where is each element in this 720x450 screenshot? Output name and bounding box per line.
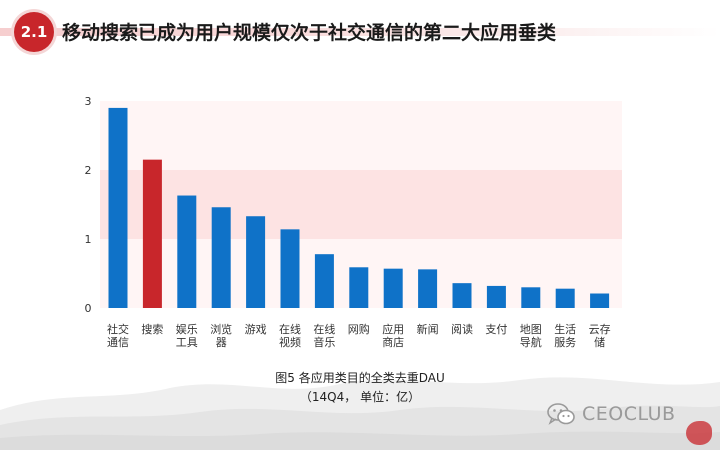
bar (555, 288, 575, 308)
bar (590, 293, 610, 308)
x-tick-label-line: 工具 (176, 336, 198, 349)
x-tick-label: 阅读 (451, 322, 473, 336)
bar (280, 229, 300, 308)
bar (349, 267, 369, 308)
x-tick-label: 搜索 (141, 322, 163, 336)
bar (211, 207, 231, 308)
x-tick-label: 云存储 (589, 322, 611, 349)
bar (383, 268, 403, 308)
x-tick-label: 在线音乐 (313, 322, 335, 349)
header-rule (0, 28, 720, 36)
x-tick-label: 生活服务 (554, 322, 576, 349)
x-tick-label-line: 支付 (485, 323, 507, 336)
bar (521, 287, 541, 308)
x-tick-label-line: 游戏 (245, 323, 267, 336)
x-tick-label-line: 网购 (348, 322, 370, 336)
x-tick-label: 地图导航 (520, 323, 542, 349)
bar (418, 269, 438, 308)
x-tick-label-line: 浏览 (210, 322, 232, 336)
x-tick-label-line: 阅读 (451, 322, 473, 336)
x-tick-label: 支付 (485, 323, 507, 336)
x-tick-label-line: 应用 (382, 322, 404, 336)
x-tick-label: 网购 (348, 322, 370, 336)
bar (314, 254, 334, 308)
x-tick-label-line: 导航 (520, 335, 542, 349)
watermark: CEOCLUB (546, 398, 676, 430)
y-tick-label: 3 (85, 95, 92, 108)
bar (246, 216, 266, 308)
x-tick-label-line: 生活 (554, 322, 576, 336)
y-axis: 0 1 2 3 (85, 95, 92, 315)
x-tick-label: 娱乐工具 (176, 322, 198, 349)
y-tick-label: 2 (85, 164, 92, 177)
figure-unit-caption: （14Q4， 单位：亿） (299, 390, 421, 404)
x-tick-label-line: 云存 (589, 322, 611, 336)
bar (452, 283, 472, 308)
x-tick-label-line: 新闻 (417, 322, 439, 336)
bar (108, 107, 128, 309)
header: 2.1 移动搜索已成为用户规模仅次于社交通信的第二大应用垂类 (0, 0, 720, 66)
section-number-badge: 2.1 (14, 12, 54, 52)
x-tick-label-line: 音乐 (313, 335, 335, 349)
x-tick-label-line: 娱乐 (176, 322, 198, 336)
x-tick-label-line: 在线 (313, 322, 335, 336)
bars (108, 107, 610, 309)
x-tick-label: 社交通信 (107, 322, 129, 349)
chart-band (100, 101, 622, 170)
x-tick-label-line: 器 (216, 336, 227, 349)
y-tick-label: 1 (85, 233, 92, 246)
x-tick-label: 应用商店 (382, 322, 404, 349)
x-tick-label-line: 储 (594, 335, 605, 349)
x-tick-label-line: 通信 (107, 336, 129, 349)
bar (177, 195, 197, 308)
watermark-brand: CEOCLUB (582, 403, 676, 425)
x-tick-label-line: 社交 (107, 322, 129, 336)
red-seal-icon (686, 421, 712, 445)
y-tick-label: 0 (85, 302, 92, 315)
x-tick-label-line: 地图 (520, 323, 542, 336)
wechat-icon (547, 403, 575, 425)
page-title: 移动搜索已成为用户规模仅次于社交通信的第二大应用垂类 (62, 22, 557, 44)
x-tick-label-line: 搜索 (141, 322, 163, 336)
x-tick-label-line: 服务 (554, 336, 576, 349)
x-tick-label: 浏览器 (210, 322, 232, 349)
bar (486, 285, 506, 308)
x-tick-label: 在线视频 (279, 322, 301, 349)
x-tick-label: 游戏 (245, 323, 267, 336)
figure-caption: 图5 各应用类目的全类去重DAU (275, 371, 445, 385)
ink-mountains-decoration (0, 377, 720, 450)
x-tick-label-line: 视频 (279, 335, 301, 349)
x-tick-label-line: 在线 (279, 322, 301, 336)
x-tick-label: 新闻 (417, 322, 439, 336)
x-tick-label-line: 商店 (382, 335, 404, 349)
bar (142, 159, 162, 308)
